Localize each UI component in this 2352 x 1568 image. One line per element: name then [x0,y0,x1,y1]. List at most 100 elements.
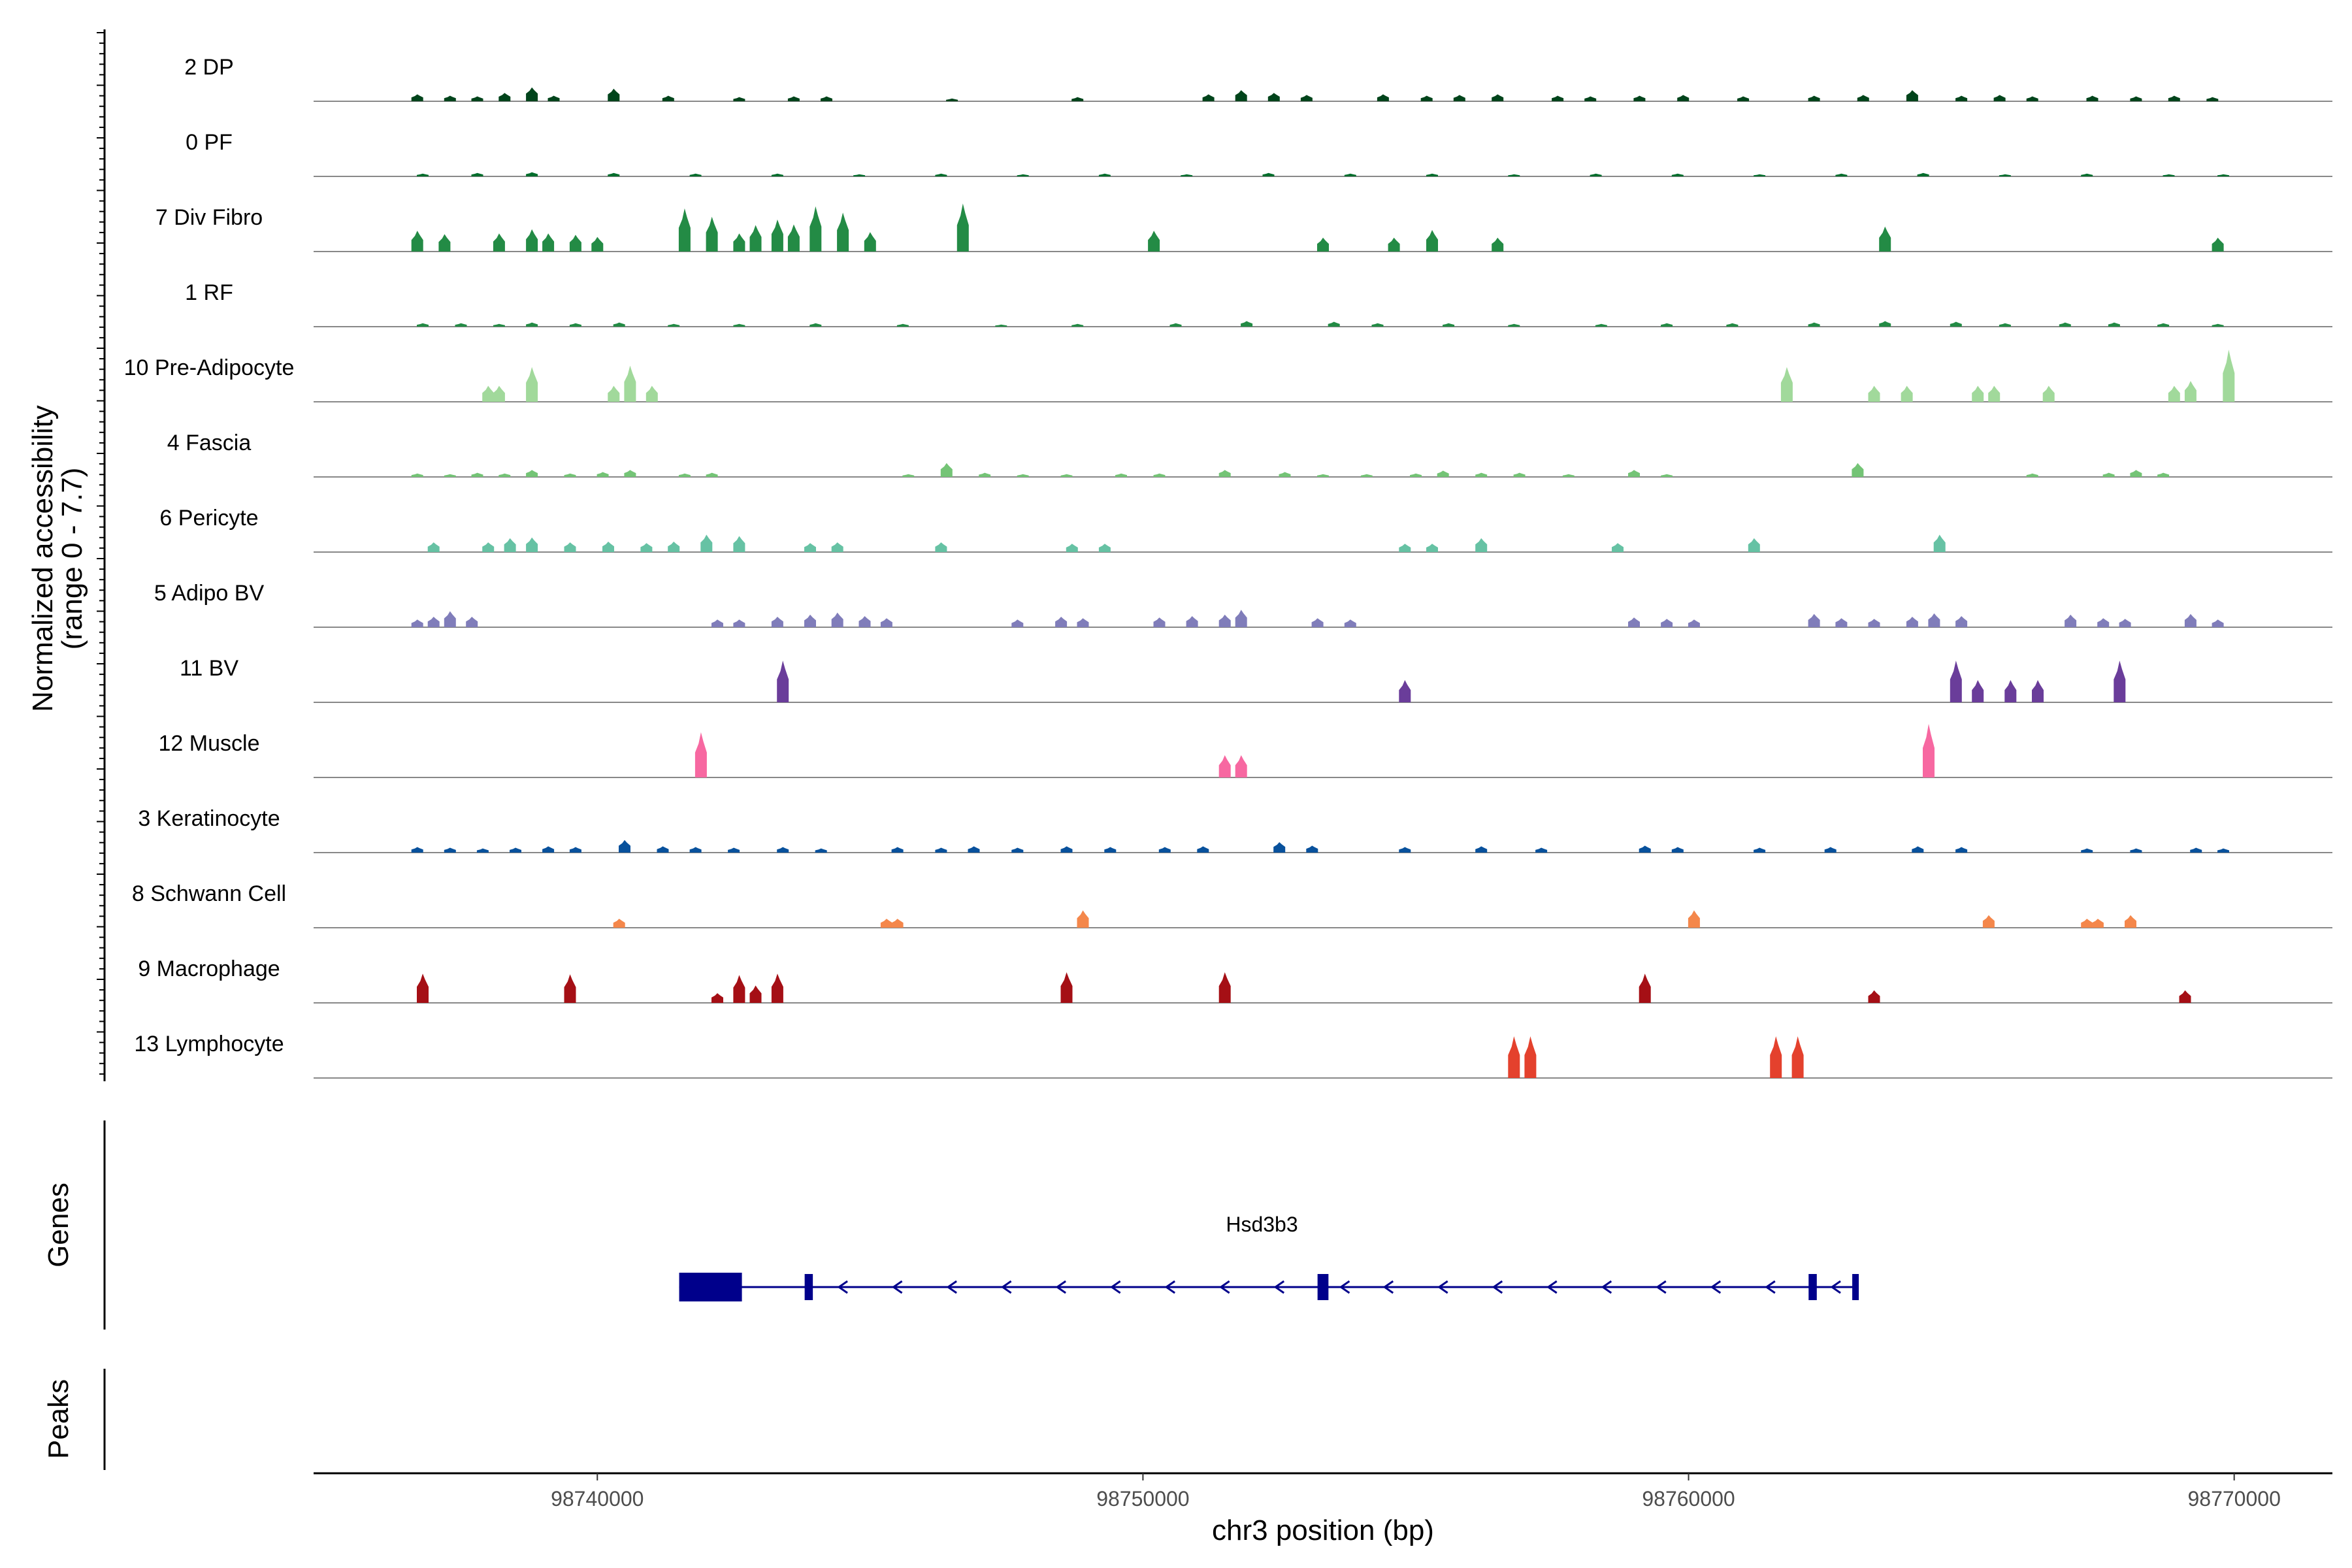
coverage-peak [569,323,581,327]
coverage-peak [1399,544,1411,552]
coverage-peak [1824,847,1837,853]
coverage-peak [1453,95,1465,101]
coverage-peak [2217,174,2229,176]
coverage-peak [935,173,947,176]
x-tick-label: 98750000 [1096,1487,1189,1511]
track-label: 10 Pre-Adipocyte [124,355,295,380]
coverage-peak [1017,474,1029,477]
coverage-peak [1562,474,1575,477]
coverage-peak [1306,845,1318,853]
coverage-peak [668,323,680,327]
track-label: 9 Macrophage [138,956,280,981]
coverage-peak [1868,619,1880,627]
track-label: 11 BV [180,656,238,681]
coverage-peak [1317,237,1329,252]
coverage-peak [2097,618,2110,627]
strand-arrow [1601,1280,1612,1294]
coverage-peak [771,973,783,1003]
coverage-peak [613,919,625,928]
coverage-peak [1410,473,1422,477]
coverage-peak [471,96,483,101]
coverage-peak [1835,173,1848,176]
coverage-peak [1066,544,1078,552]
coverage-peak [1513,472,1526,477]
coverage-peak [1475,846,1488,853]
coverage-peak [526,470,538,477]
coverage-peak [1098,544,1111,552]
track-4: 1 RF [185,280,2332,327]
coverage-peak [1754,847,1766,853]
track-6: 4 Fascia [167,431,2332,478]
coverage-peak [1492,237,1504,252]
coverage-peak [804,614,816,627]
strand-arrow [1164,1280,1176,1294]
coverage-peak [1917,172,1929,176]
coverage-peak [1508,174,1520,176]
coverage-peak [1426,544,1438,552]
track-10: 12 Muscle [159,724,2332,778]
coverage-peak [411,231,423,252]
coverage-peak [640,543,653,552]
coverage-peak [1726,323,1739,327]
coverage-peak [733,536,745,552]
coverage-peak [1923,724,1935,777]
strand-arrow [1110,1280,1121,1294]
coverage-peak [542,233,555,252]
coverage-peak [1972,385,1984,402]
coverage-peak [1901,385,1913,402]
coverage-peak [771,617,783,627]
coverage-peak [1017,174,1029,176]
coverage-peak [1754,174,1766,176]
coverage-peak [668,542,680,552]
coverage-peak [526,537,538,552]
coverage-peak [771,173,783,176]
coverage-peak [1071,97,1084,101]
genes-panel-title: Genes [42,1183,74,1267]
track-label: 13 Lymphocyte [134,1032,284,1056]
coverage-peak [417,323,429,327]
strand-arrow [1830,1280,1841,1294]
coverage-peak [1770,1036,1782,1078]
coverage-peak [1186,616,1198,627]
coverage-peak [1104,847,1117,853]
coverage-peak [1780,367,1793,402]
strand-arrow [1710,1280,1722,1294]
coverage-peak [1993,95,2006,101]
coverage-peak [1311,618,1324,627]
coverage-peak [1950,321,1962,327]
track-label: 6 Pericyte [159,506,258,531]
coverage-peak [880,618,892,627]
coverage-peak [624,365,636,402]
coverage-peak [1197,846,1209,853]
track-1: 2 DP [184,55,2332,102]
coverage-peak [526,229,538,252]
coverage-peak [804,543,816,552]
coverage-peak [2179,990,2191,1003]
coverage-peak [2212,237,2224,252]
coverage-peak [815,848,827,853]
strand-arrow [1000,1280,1012,1294]
coverage-peak [526,87,538,101]
coverage-peak [2184,381,2197,402]
coverage-peak [711,993,723,1003]
track-12: 8 Schwann Cell [132,881,2332,928]
coverage-peak [1437,470,1449,477]
coverage-peak [455,323,467,327]
coverage-peak [1181,174,1193,176]
coverage-peak [2086,95,2099,101]
coverage-peak [1868,990,1880,1003]
coverage-peak [1639,973,1651,1003]
coverage-peak [1671,173,1684,176]
coverage-peak [1218,972,1231,1003]
coverage-peak [1235,755,1247,777]
coverage-peak [1955,616,1968,627]
coverage-peak [733,323,745,327]
coverage-peak [411,473,423,477]
coverage-peak [2081,919,2093,928]
coverage-peak [1628,470,1640,477]
coverage-peak [1595,323,1607,327]
coverage-peak [2065,614,2077,627]
track-label: 0 PF [186,130,233,155]
strand-arrow [1656,1280,1667,1294]
coverage-peak [1300,95,1313,101]
